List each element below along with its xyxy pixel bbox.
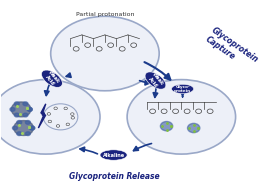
Circle shape (30, 126, 35, 130)
Text: Weak
Acid: Weak Acid (43, 69, 61, 88)
Text: Glycoprotein Release: Glycoprotein Release (69, 172, 160, 181)
Circle shape (14, 102, 19, 106)
Circle shape (17, 121, 22, 124)
Ellipse shape (127, 80, 236, 154)
Text: Partial protonation: Partial protonation (76, 12, 134, 17)
Ellipse shape (172, 84, 194, 94)
Circle shape (14, 121, 34, 136)
Circle shape (23, 102, 28, 106)
Circle shape (161, 122, 173, 131)
Text: Alkaline: Alkaline (102, 153, 125, 157)
Ellipse shape (51, 16, 159, 91)
Ellipse shape (42, 70, 62, 87)
Ellipse shape (100, 150, 127, 160)
Circle shape (10, 108, 15, 111)
Circle shape (27, 108, 32, 111)
Ellipse shape (145, 72, 166, 89)
Circle shape (188, 123, 200, 133)
Polygon shape (38, 104, 46, 128)
Circle shape (25, 132, 30, 136)
Circle shape (13, 126, 17, 130)
Circle shape (23, 113, 28, 117)
Text: Glyco-
protein: Glyco- protein (174, 85, 191, 93)
Ellipse shape (0, 80, 100, 154)
Circle shape (11, 102, 31, 117)
Circle shape (25, 121, 30, 124)
Text: Glycoprotein
Capture: Glycoprotein Capture (203, 26, 260, 74)
Text: Weak
Acid: Weak Acid (146, 71, 165, 90)
Circle shape (30, 126, 35, 130)
Circle shape (17, 132, 22, 136)
Circle shape (27, 108, 32, 111)
Circle shape (14, 113, 19, 117)
